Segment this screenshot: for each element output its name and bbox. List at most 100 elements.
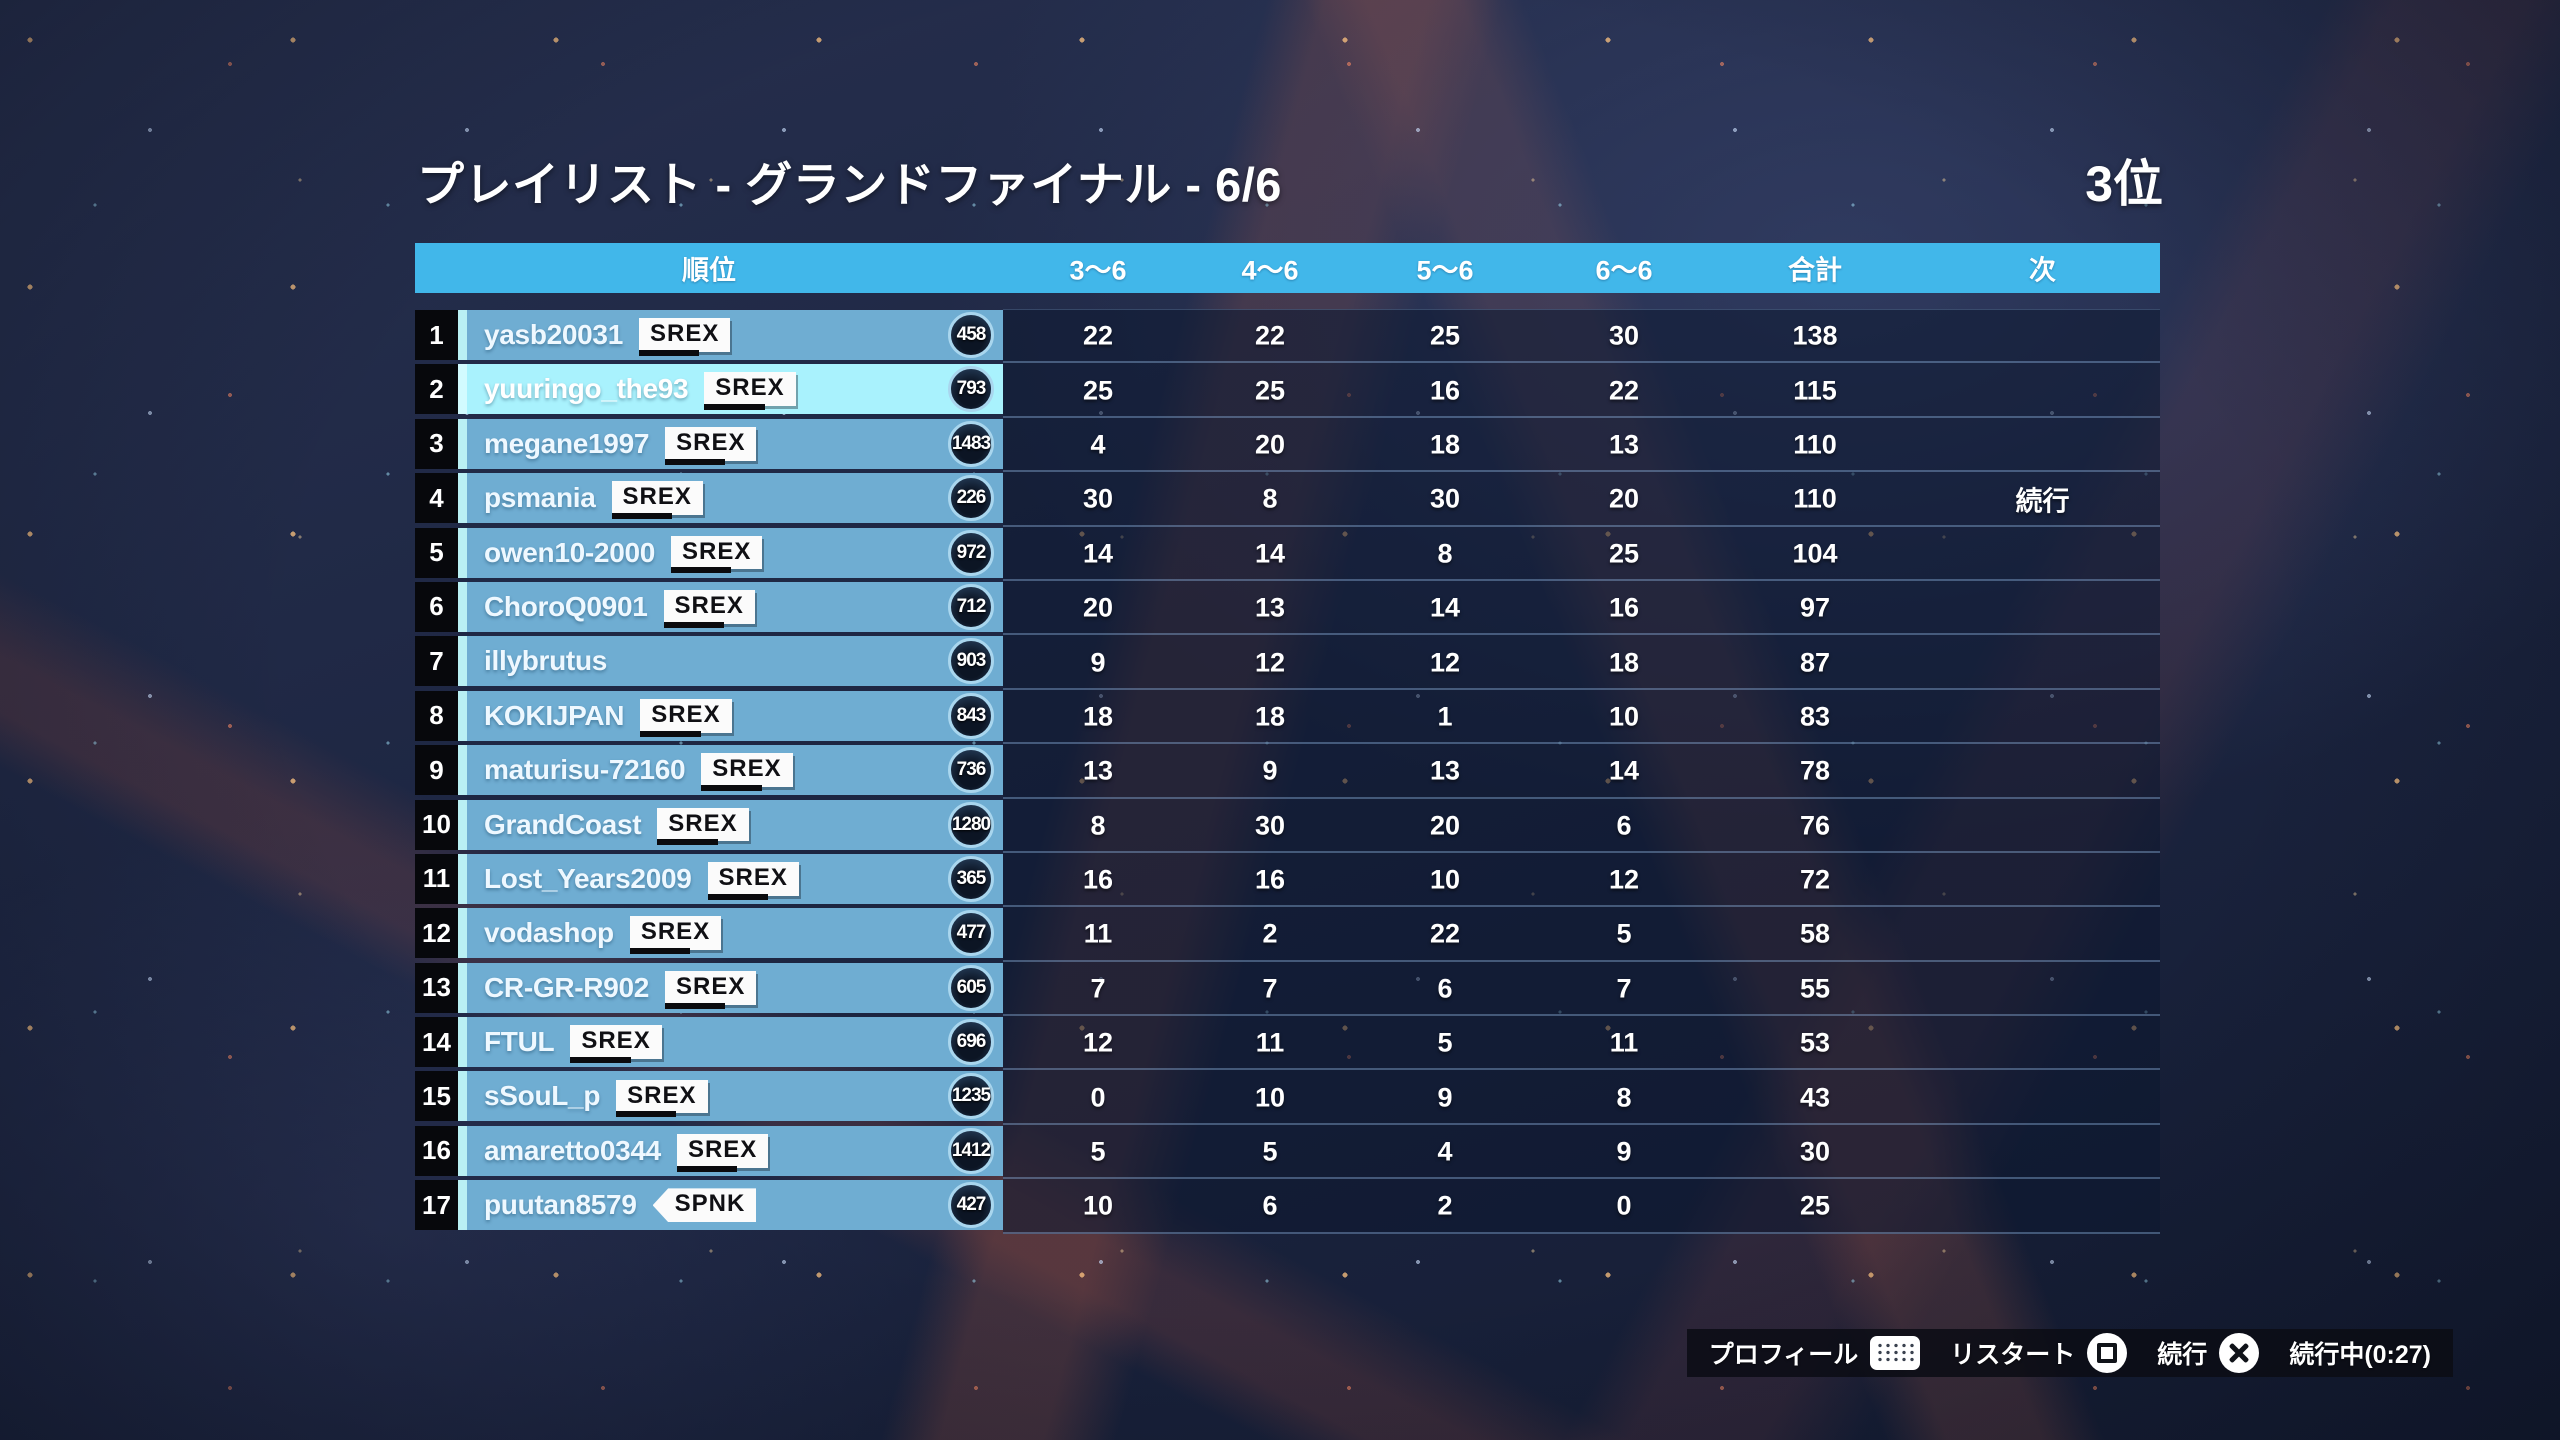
score-cell: 30: [1429, 483, 1461, 514]
score-cell: 20: [1608, 483, 1640, 514]
score-cell: 8: [1090, 810, 1106, 841]
action-cross[interactable]: 続行: [2157, 1333, 2260, 1373]
accent-stripe: [458, 581, 467, 632]
player-cell: 7 illybrutus 903: [415, 636, 1003, 687]
leaderboard-row-rank-8[interactable]: 8 KOKIJPAN SREX 843 18 18 1 10 83: [415, 689, 2160, 745]
score-cell: 20: [1429, 810, 1461, 841]
player-cell: 8 KOKIJPAN SREX 843: [415, 690, 1003, 741]
player-cell: 2 yuuringo_the93 SREX 793: [415, 364, 1003, 415]
leaderboard-row-rank-17[interactable]: 17 puutan8579 SPNK 427 10 6 2 0 25: [415, 1179, 2160, 1234]
crew-tag: SREX: [570, 1025, 662, 1063]
score-cell: 5: [1437, 1027, 1453, 1058]
score-cell: 25: [1082, 375, 1114, 406]
player-name: ChoroQ0901: [484, 590, 648, 622]
leaderboard-row-rank-12[interactable]: 12 vodashop SREX 477 11 2 22 5 58: [415, 907, 2160, 962]
rank-number: 15: [415, 1071, 458, 1122]
score-cell: 5: [1616, 918, 1632, 949]
rank-number: 17: [415, 1180, 458, 1231]
player-level-badge: 1280: [948, 801, 994, 848]
accent-stripe: [458, 310, 467, 360]
leaderboard-row-rank-14[interactable]: 14 FTUL SREX 696 12 11 5 11 53: [415, 1016, 2160, 1071]
player-cell: 1 yasb20031 SREX 458: [415, 310, 1003, 360]
score-cell: 6: [1616, 810, 1632, 841]
row-score-panel: [1003, 744, 2160, 799]
leaderboard-row-rank-13[interactable]: 13 CR-GR-R902 SREX 605 7 7 6 7 55: [415, 961, 2160, 1017]
score-cell: 22: [1254, 320, 1286, 351]
score-cell: 8: [1616, 1082, 1632, 1113]
score-cell: 25: [1429, 320, 1461, 351]
total-cell: 30: [1799, 1136, 1831, 1167]
rank-number: 6: [415, 581, 458, 632]
crew-tag: SREX: [663, 590, 755, 628]
accent-stripe: [458, 908, 467, 959]
touchpad-icon: [1870, 1336, 1921, 1370]
leaderboard-row-rank-7[interactable]: 7 illybrutus 903 9 12 12 18 87: [415, 635, 2160, 690]
action-bar: プロフィール リスタート 続行 続行中(0:27): [1686, 1329, 2453, 1377]
score-cell: 7: [1262, 973, 1278, 1004]
leaderboard-row-rank-6[interactable]: 6 ChoroQ0901 SREX 712 20 13 14 16 97: [415, 580, 2160, 636]
score-cell: 11: [1609, 1027, 1639, 1058]
leaderboard-row-rank-10[interactable]: 10 GrandCoast SREX 1280 8 30 20 6 76: [415, 798, 2160, 853]
player-level-badge: 427: [948, 1182, 994, 1229]
score-cell: 7: [1090, 973, 1106, 1004]
player-level-badge: 1235: [948, 1073, 994, 1120]
rank-number: 8: [415, 690, 458, 741]
score-cell: 14: [1082, 538, 1114, 569]
accent-stripe: [458, 1071, 467, 1122]
score-cell: 18: [1429, 429, 1461, 460]
player-name: sSouL_p: [484, 1080, 601, 1112]
leaderboard-row-rank-16[interactable]: 16 amaretto0344 SREX 1412 5 5 4 9 30: [415, 1124, 2160, 1180]
rank-number: 7: [415, 636, 458, 687]
accent-stripe: [458, 473, 467, 524]
score-cell: 13: [1254, 592, 1286, 623]
accent-stripe: [458, 962, 467, 1013]
leaderboard-row-rank-5[interactable]: 5 owen10-2000 SREX 972 14 14 8 25 104: [415, 526, 2160, 581]
action-square[interactable]: リスタート: [1950, 1333, 2128, 1373]
column-header-1: 3〜6: [1069, 255, 1127, 286]
player-name: FTUL: [484, 1026, 555, 1058]
column-header-0: 順位: [682, 255, 736, 286]
score-cell: 18: [1608, 647, 1640, 678]
leaderboard-row-rank-3[interactable]: 3 megane1997 SREX 1483 4 20 18 13 110: [415, 417, 2160, 473]
accent-stripe: [458, 527, 467, 578]
player-level-badge: 226: [948, 475, 994, 522]
total-cell: 104: [1792, 538, 1838, 569]
row-score-panel: [1003, 1124, 2160, 1180]
score-cell: 9: [1262, 755, 1278, 786]
total-cell: 53: [1799, 1027, 1831, 1058]
total-cell: 138: [1792, 320, 1838, 351]
crew-tag: SREX: [676, 1133, 769, 1172]
player-cell: 13 CR-GR-R902 SREX 605: [415, 962, 1003, 1013]
cross-button-icon: [2219, 1333, 2260, 1373]
score-cell: 20: [1254, 429, 1286, 460]
action-touchpad[interactable]: プロフィール: [1709, 1335, 1921, 1371]
row-score-panel: [1003, 526, 2160, 581]
leaderboard-row-rank-4[interactable]: 4 psmania SREX 226 30 8 30 20 110 続行: [415, 472, 2160, 527]
crew-tag: SREX: [657, 807, 749, 846]
player-cell: 6 ChoroQ0901 SREX 712: [415, 581, 1003, 632]
score-cell: 30: [1082, 483, 1114, 514]
player-level-badge: 458: [948, 312, 994, 358]
total-cell: 76: [1799, 810, 1831, 841]
leaderboard-row-rank-11[interactable]: 11 Lost_Years2009 SREX 365 16 16 10 12 72: [415, 852, 2160, 908]
leaderboard-row-rank-2[interactable]: 2 yuuringo_the93 SREX 793 25 25 16 22 115: [415, 363, 2160, 418]
score-cell: 0: [1616, 1190, 1632, 1221]
rank-number: 2: [415, 364, 458, 415]
leaderboard-row-rank-1[interactable]: 1 yasb20031 SREX 458 22 22 25 30 138: [415, 309, 2160, 364]
rank-number: 11: [415, 853, 458, 904]
player-cell: 16 amaretto0344 SREX 1412: [415, 1125, 1003, 1176]
score-cell: 16: [1608, 592, 1640, 623]
score-cell: 30: [1608, 320, 1640, 351]
crew-tag: SREX: [629, 916, 722, 954]
score-cell: 22: [1429, 918, 1461, 949]
score-cell: 13: [1082, 755, 1114, 786]
leaderboard-row-rank-9[interactable]: 9 maturisu-72160 SREX 736 13 9 13 14 78: [415, 744, 2160, 799]
score-cell: 12: [1254, 647, 1286, 678]
crew-tag: SREX: [665, 426, 757, 465]
crew-tag: SREX: [704, 372, 796, 411]
leaderboard-row-rank-15[interactable]: 15 sSouL_p SREX 1235 0 10 9 8 43: [415, 1070, 2160, 1125]
rank-number: 16: [415, 1125, 458, 1176]
column-header-2: 4〜6: [1241, 255, 1299, 286]
accent-stripe: [458, 1125, 467, 1176]
score-cell: 5: [1262, 1136, 1278, 1167]
